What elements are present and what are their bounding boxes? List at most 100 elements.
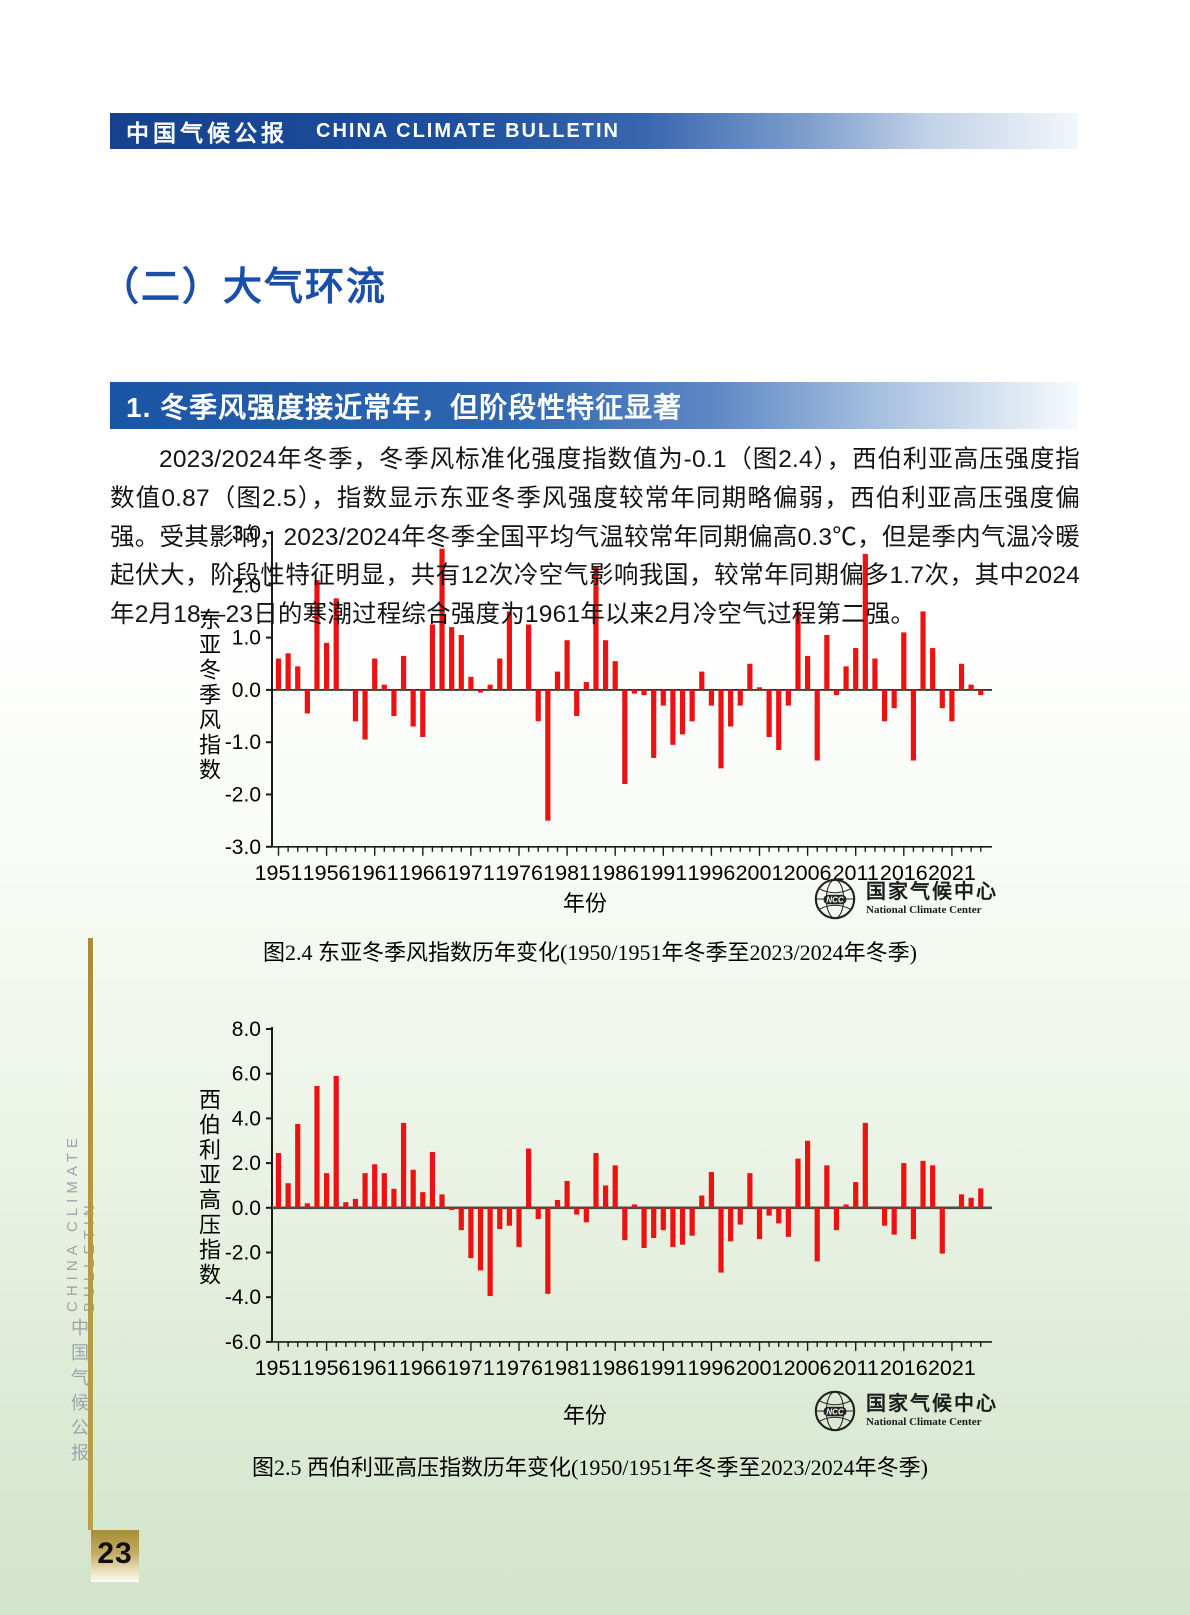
bar-1989 [641,689,647,696]
bar-2004 [785,1207,791,1237]
x-tick-label: 1956 [303,1356,351,1380]
bar-2020 [939,689,945,709]
bar-2006 [805,655,811,690]
bar-1963 [391,689,397,717]
ncc-name-cn: 国家气候中心 [866,881,998,903]
bar-2008 [824,634,830,690]
bar-1970 [458,1207,464,1231]
bar-1968 [439,548,445,690]
bar-2003 [776,689,782,751]
bar-2023 [968,1197,974,1208]
ncc-name-en: National Climate Center [866,1416,982,1428]
bar-2020 [939,1207,945,1254]
bar-1984 [593,1153,599,1208]
ncc-globe-icon: NCC [814,878,856,920]
bar-2022 [958,663,965,690]
bar-1987 [622,689,628,785]
bar-1953 [295,1123,301,1208]
bar-2012 [862,553,868,690]
bar-1967 [429,1151,436,1208]
bar-1954 [304,1203,310,1208]
svg-text:NCC: NCC [826,1407,844,1416]
subsection-banner-label: 1. 冬季风强度接近常年，但阶段性特征显著 [126,391,683,423]
bar-1987 [622,1207,628,1241]
bar-2017 [910,689,917,761]
ncc-logo: NCC 国家气候中心 National Climate Center [812,876,998,922]
x-tick-label: 1986 [591,861,639,885]
bar-1966 [420,689,426,737]
bar-1952 [285,1183,291,1208]
bar-1958 [343,688,349,690]
x-tick-label: 1991 [639,861,687,885]
bar-1991 [660,1207,666,1231]
bar-1988 [631,1204,638,1208]
ncc-globe-icon: NCC [814,1390,856,1432]
bar-1995 [699,671,705,690]
bar-1955 [314,1085,320,1208]
x-tick-label: 1961 [351,1356,399,1380]
x-tick-label: 1961 [351,861,399,885]
x-tick-label: 2001 [736,1356,784,1380]
section-title: （二）大气环流 [100,266,388,309]
bar-1990 [651,689,657,758]
bar-1960 [362,689,368,740]
bar-1968 [439,1194,445,1208]
bar-2014 [881,1207,888,1226]
bar-1962 [381,684,387,690]
bar-2015 [891,689,897,709]
bar-1992 [670,1207,676,1247]
bar-2001 [756,687,763,690]
bar-1969 [449,1207,455,1211]
bar-1997 [718,689,724,769]
bar-2024 [978,689,984,696]
chart2-x-axis-title: 年份 [563,1403,608,1428]
bar-1999 [737,1207,743,1225]
bar-1957 [333,598,339,690]
bar-1966 [420,1192,426,1208]
bar-1975 [506,1207,512,1226]
bar-1977 [526,1148,532,1208]
bar-1990 [651,1207,657,1238]
bar-1993 [679,1207,686,1245]
bar-2008 [824,1165,830,1208]
bar-2022 [958,1194,965,1208]
bar-2009 [833,689,840,696]
bar-1973 [487,1207,493,1297]
x-tick-label: 1971 [447,861,495,885]
bar-2000 [747,663,753,690]
bar-1959 [352,1198,359,1208]
bar-1983 [583,1207,589,1223]
y-tick-label: -3.0 [225,836,261,859]
bar-1974 [497,1207,503,1230]
chart2-y-axis-title: 西伯利亚高压指数 [196,1088,221,1288]
bar-2000 [747,1173,753,1208]
bar-1985 [602,640,609,690]
x-tick-label: 1986 [591,1356,639,1380]
x-tick-label: 2011 [833,1356,879,1380]
bar-2007 [814,1207,820,1262]
bar-1986 [612,661,618,690]
bar-2012 [862,1122,868,1208]
bar-1977 [526,624,532,690]
bar-1982 [574,1207,580,1215]
bar-1973 [487,684,493,690]
bar-1974 [497,658,503,690]
y-tick-label: 2.0 [232,574,261,597]
bar-1967 [429,624,436,690]
bar-1962 [381,1173,387,1208]
bar-1981 [564,640,570,690]
y-tick-label: 0.0 [232,1197,261,1220]
x-tick-label: 1951 [255,1356,303,1380]
bar-2011 [853,1182,859,1208]
bar-1959 [352,689,359,722]
bar-1995 [699,1195,705,1208]
bar-2019 [930,648,936,690]
page-number-tab: 23 [91,1530,139,1582]
header-title-cn: 中国气候公报 [126,120,288,146]
bar-1988 [631,689,638,694]
bar-2016 [901,632,907,690]
bar-1961 [372,1164,378,1208]
ncc-name-cn: 国家气候中心 [866,1393,998,1415]
y-tick-label: -4.0 [225,1286,261,1309]
